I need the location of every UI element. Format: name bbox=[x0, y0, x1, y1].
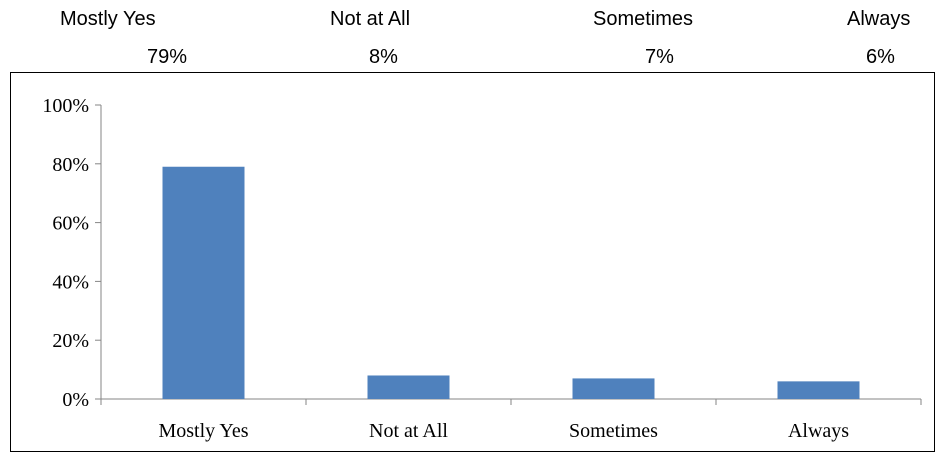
chart-frame: 0% 20% 40% 60% 80% 100% Mostly Yes Not at All So… bbox=[10, 72, 935, 452]
x-tick-label: Sometimes bbox=[569, 420, 658, 442]
summary-percent: 7% bbox=[645, 46, 674, 68]
summary-percent: 8% bbox=[369, 46, 398, 68]
y-tick-label: 100% bbox=[42, 95, 89, 117]
x-tick-label: Always bbox=[788, 420, 849, 442]
y-tick-label: 80% bbox=[52, 154, 89, 176]
summary-category: Sometimes bbox=[593, 8, 694, 30]
bar-chart: 0% 20% 40% 60% 80% 100% Mostly Yes Not at All So… bbox=[42, 95, 922, 442]
y-tick-label: 60% bbox=[52, 213, 89, 235]
y-tick-label: 0% bbox=[62, 389, 89, 411]
bar bbox=[572, 378, 655, 399]
y-tick-label: 20% bbox=[52, 330, 89, 352]
summary-category: Always bbox=[847, 8, 911, 30]
summary-category: Not at All bbox=[330, 8, 411, 30]
summary-percent: 6% bbox=[866, 46, 895, 68]
bar bbox=[777, 381, 860, 399]
summary-category: Mostly Yes bbox=[60, 8, 156, 30]
y-tick-label: 40% bbox=[52, 271, 89, 293]
summary-percent: 79% bbox=[147, 46, 188, 68]
x-tick-label: Mostly Yes bbox=[158, 420, 248, 442]
bar bbox=[162, 166, 245, 399]
x-tick-label: Not at All bbox=[369, 420, 448, 442]
summary-table: Mostly Yes Not at All Sometimes Always 7… bbox=[30, 0, 943, 72]
bar bbox=[367, 375, 450, 399]
